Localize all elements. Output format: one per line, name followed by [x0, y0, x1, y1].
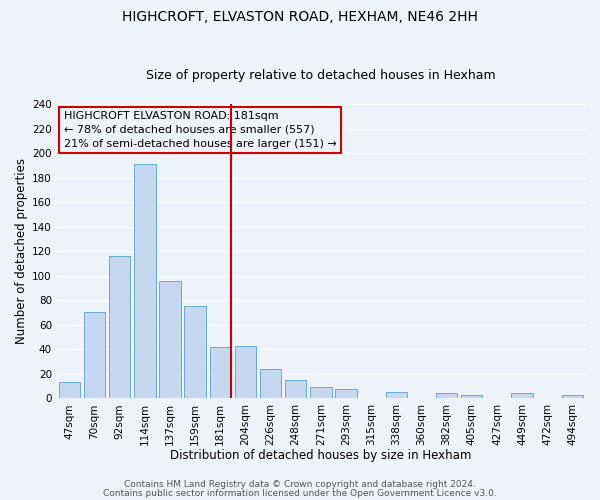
Bar [310, 388, 332, 398]
Bar [59, 382, 80, 398]
Bar [109, 256, 130, 398]
Bar [461, 394, 482, 398]
Text: HIGHCROFT ELVASTON ROAD: 181sqm
← 78% of detached houses are smaller (557)
21% o: HIGHCROFT ELVASTON ROAD: 181sqm ← 78% of… [64, 111, 337, 149]
Bar [134, 164, 155, 398]
Title: Size of property relative to detached houses in Hexham: Size of property relative to detached ho… [146, 69, 496, 82]
X-axis label: Distribution of detached houses by size in Hexham: Distribution of detached houses by size … [170, 450, 472, 462]
Bar [386, 392, 407, 398]
Bar [209, 347, 231, 399]
Text: HIGHCROFT, ELVASTON ROAD, HEXHAM, NE46 2HH: HIGHCROFT, ELVASTON ROAD, HEXHAM, NE46 2… [122, 10, 478, 24]
Bar [159, 280, 181, 398]
Text: Contains HM Land Registry data © Crown copyright and database right 2024.: Contains HM Land Registry data © Crown c… [124, 480, 476, 489]
Bar [184, 306, 206, 398]
Bar [335, 388, 357, 398]
Bar [260, 369, 281, 398]
Text: Contains public sector information licensed under the Open Government Licence v3: Contains public sector information licen… [103, 488, 497, 498]
Bar [562, 394, 583, 398]
Bar [235, 346, 256, 399]
Bar [285, 380, 307, 398]
Y-axis label: Number of detached properties: Number of detached properties [15, 158, 28, 344]
Bar [511, 394, 533, 398]
Bar [84, 312, 105, 398]
Bar [436, 394, 457, 398]
